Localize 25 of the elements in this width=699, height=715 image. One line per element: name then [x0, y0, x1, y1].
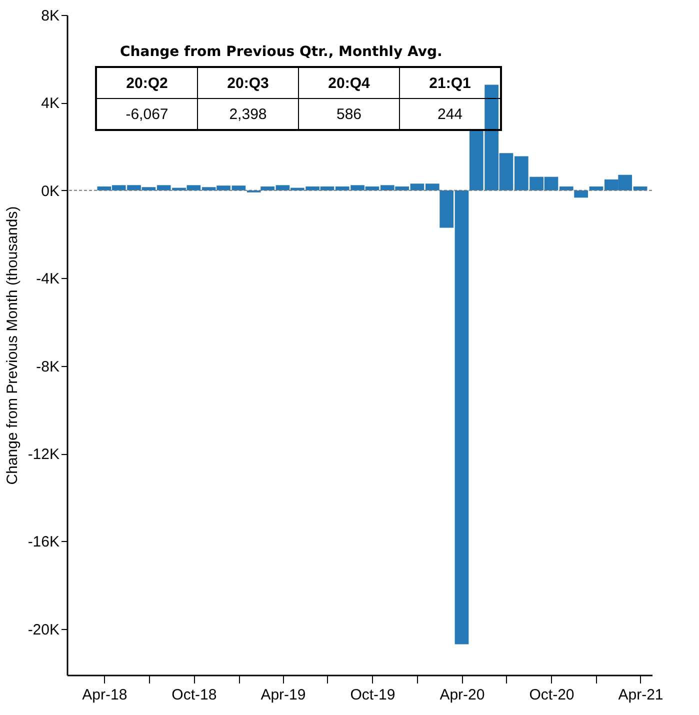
x-tick-label: Apr-21	[618, 686, 664, 704]
x-tick-label: Apr-18	[82, 686, 128, 704]
annotation: 586	[298, 98, 400, 130]
annotation: 20:Q3	[198, 67, 298, 98]
annotation: 2,398	[198, 98, 298, 130]
y-tick-label: 0K	[41, 182, 60, 200]
y-tick-label: -12K	[28, 446, 60, 464]
annotation: 244	[400, 98, 501, 130]
x-tick-label: Oct-20	[529, 686, 574, 704]
annotation: -6,067	[96, 98, 198, 130]
y-tick-label: -20K	[28, 621, 60, 638]
y-tick-label: -16K	[28, 534, 60, 551]
y-tick-label: 8K	[41, 8, 60, 24]
x-tick-label: Apr-19	[260, 686, 306, 704]
y-tick-label: -4K	[36, 270, 60, 288]
x-tick-label: Oct-18	[172, 686, 217, 704]
y-tick-label: 4K	[41, 95, 60, 112]
annotation: 21:Q1	[400, 67, 501, 98]
x-tick-label: Apr-20	[440, 686, 485, 704]
annotation: Change from Previous Qtr., Monthly Avg.	[120, 44, 444, 60]
x-tick-label: Oct-19	[350, 686, 396, 704]
annotation: 20:Q4	[298, 67, 400, 98]
y-tick-label: -8K	[36, 358, 60, 376]
y-axis-title: Change from Previous Month (thousands)	[4, 206, 21, 485]
annotation: 20:Q2	[96, 67, 198, 98]
